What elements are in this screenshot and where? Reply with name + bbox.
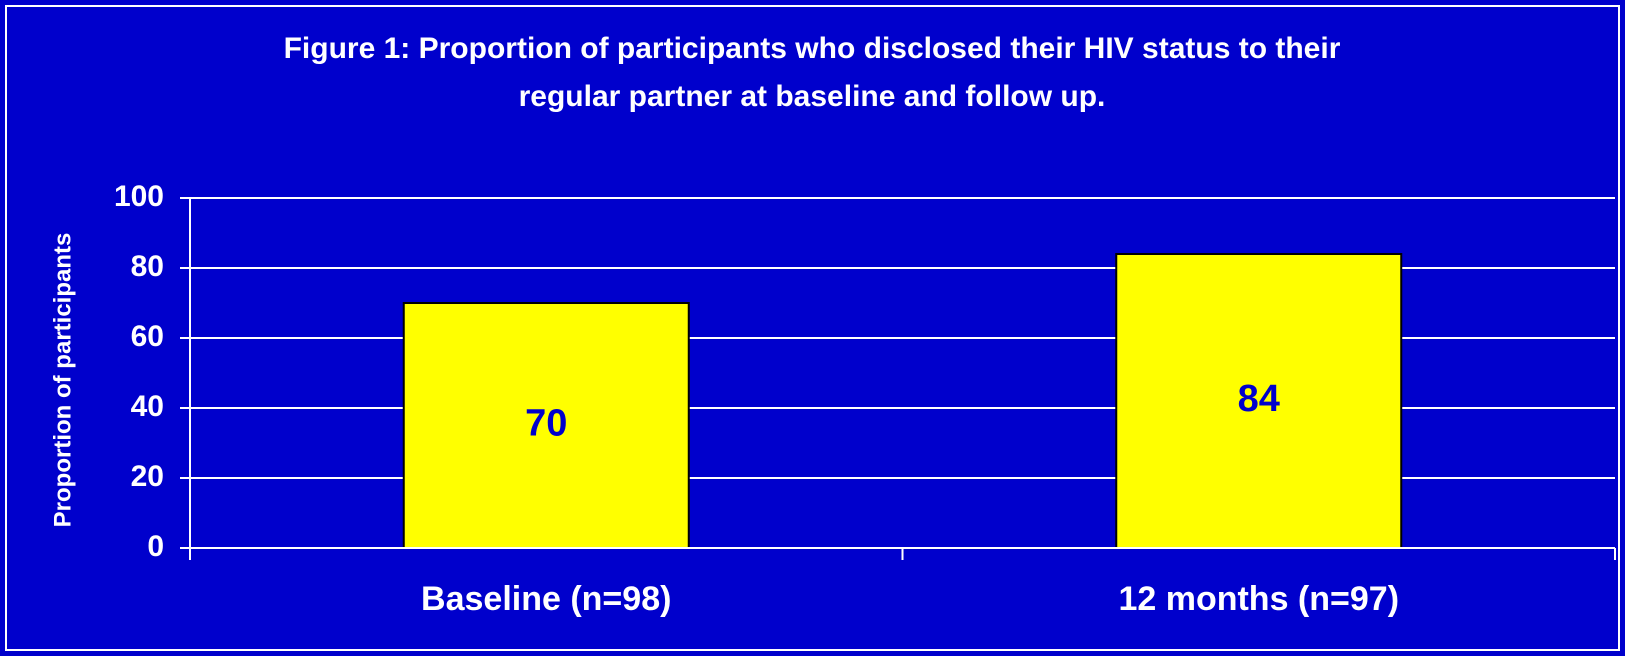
- y-tick-label: 60: [131, 320, 164, 353]
- value-label: 70: [525, 403, 567, 445]
- x-tick-label: 12 months (n=97): [1118, 580, 1399, 618]
- value-label: 84: [1238, 378, 1280, 420]
- y-tick-label: 40: [131, 390, 164, 423]
- y-tick-label: 100: [114, 180, 164, 213]
- y-tick-label: 0: [147, 530, 164, 563]
- y-tick-label: 80: [131, 250, 164, 283]
- y-axis-label: Proportion of participants: [49, 233, 76, 528]
- chart-title: regular partner at baseline and follow u…: [519, 80, 1106, 113]
- frame: [5, 5, 1620, 651]
- x-tick-label: Baseline (n=98): [421, 580, 671, 618]
- chart-title: Figure 1: Proportion of participants who…: [284, 32, 1341, 65]
- y-tick-label: 20: [131, 460, 164, 493]
